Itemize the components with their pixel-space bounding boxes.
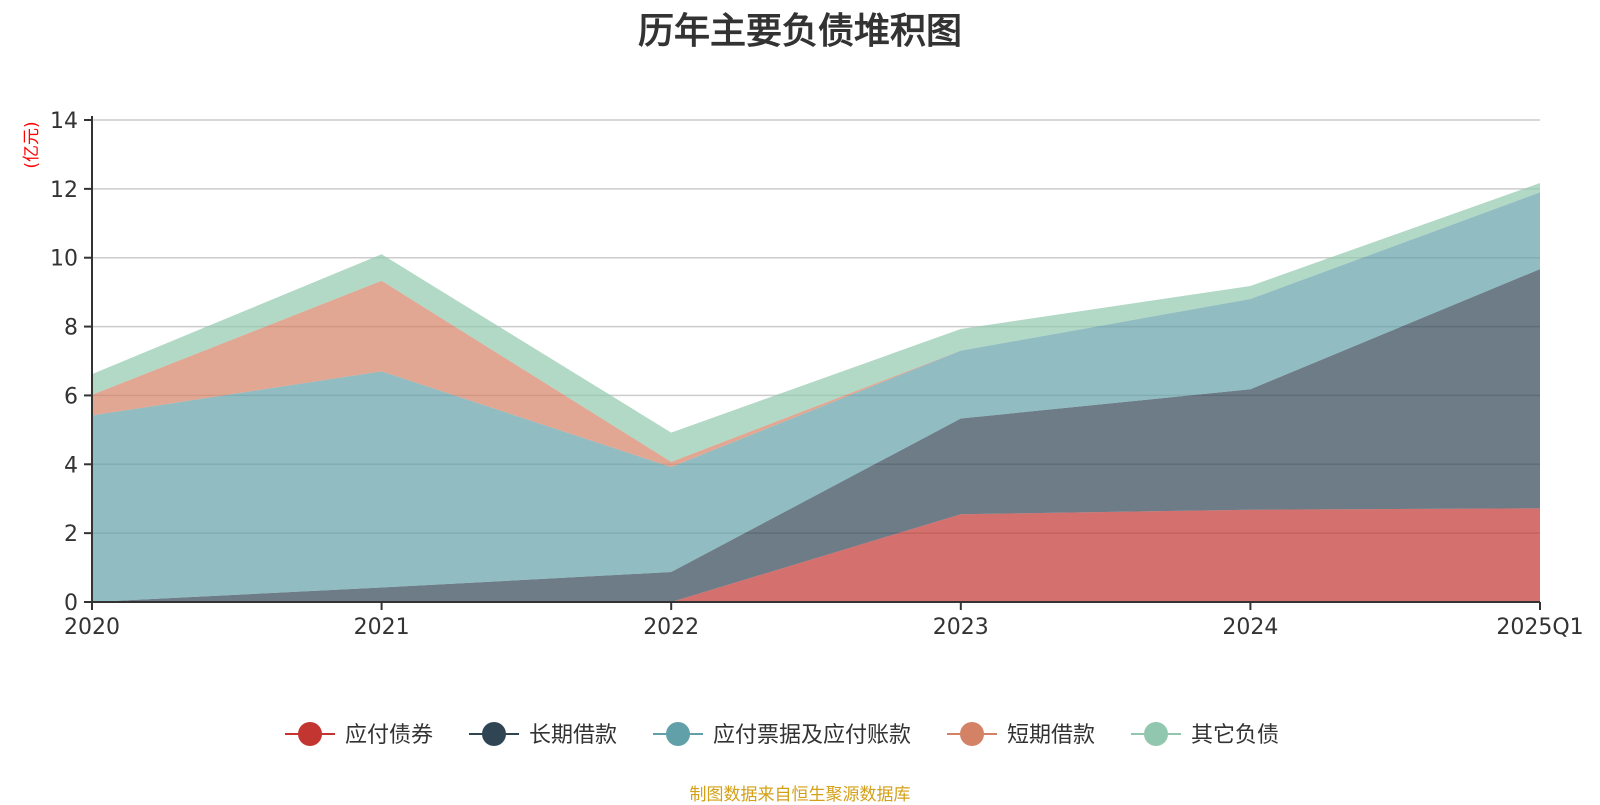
x-tick-label: 2024 bbox=[1222, 615, 1278, 640]
area-应付票据及应付账款 bbox=[92, 192, 1540, 603]
legend-label: 应付债券 bbox=[345, 723, 433, 748]
y-tick-label: 2 bbox=[64, 522, 78, 547]
y-axis-unit-label: (亿元) bbox=[22, 121, 42, 168]
legend-label: 应付票据及应付账款 bbox=[713, 723, 911, 748]
legend-marker bbox=[482, 722, 506, 746]
y-tick-label: 14 bbox=[50, 109, 78, 134]
y-tick-label: 4 bbox=[64, 453, 78, 478]
y-tick-label: 6 bbox=[64, 384, 78, 409]
y-tick-label: 10 bbox=[50, 247, 78, 272]
legend-label: 其它负债 bbox=[1191, 723, 1279, 748]
legend-marker bbox=[666, 722, 690, 746]
source-note: 制图数据来自恒生聚源数据库 bbox=[689, 785, 911, 805]
legend-marker bbox=[960, 722, 984, 746]
x-tick-label: 2021 bbox=[354, 615, 410, 640]
y-tick-label: 8 bbox=[64, 316, 78, 341]
y-tick-label: 12 bbox=[50, 178, 78, 203]
y-tick-label: 0 bbox=[64, 591, 78, 616]
area-长期借款 bbox=[92, 269, 1540, 602]
legend-label: 短期借款 bbox=[1007, 723, 1095, 748]
x-tick-label: 2025Q1 bbox=[1496, 615, 1583, 640]
legend-label: 长期借款 bbox=[529, 723, 617, 748]
area-短期借款 bbox=[92, 192, 1540, 468]
x-tick-label: 2020 bbox=[64, 615, 120, 640]
area-应付债券 bbox=[92, 508, 1540, 602]
x-tick-label: 2023 bbox=[933, 615, 989, 640]
legend-marker bbox=[298, 722, 322, 746]
x-tick-label: 2022 bbox=[643, 615, 699, 640]
chart-title: 历年主要负债堆积图 bbox=[637, 11, 962, 52]
axes: 0 2 4 6 8 10 12 14 2020 2021 2022 2023 2024 2025Q1 bbox=[50, 109, 1584, 640]
legend-marker bbox=[1144, 722, 1168, 746]
legend: 应付债券 长期借款 应付票据及应付账款 短期借款 其它负债 bbox=[285, 722, 1279, 748]
area-其它负债 bbox=[92, 183, 1540, 462]
area-series-layer bbox=[92, 183, 1540, 603]
